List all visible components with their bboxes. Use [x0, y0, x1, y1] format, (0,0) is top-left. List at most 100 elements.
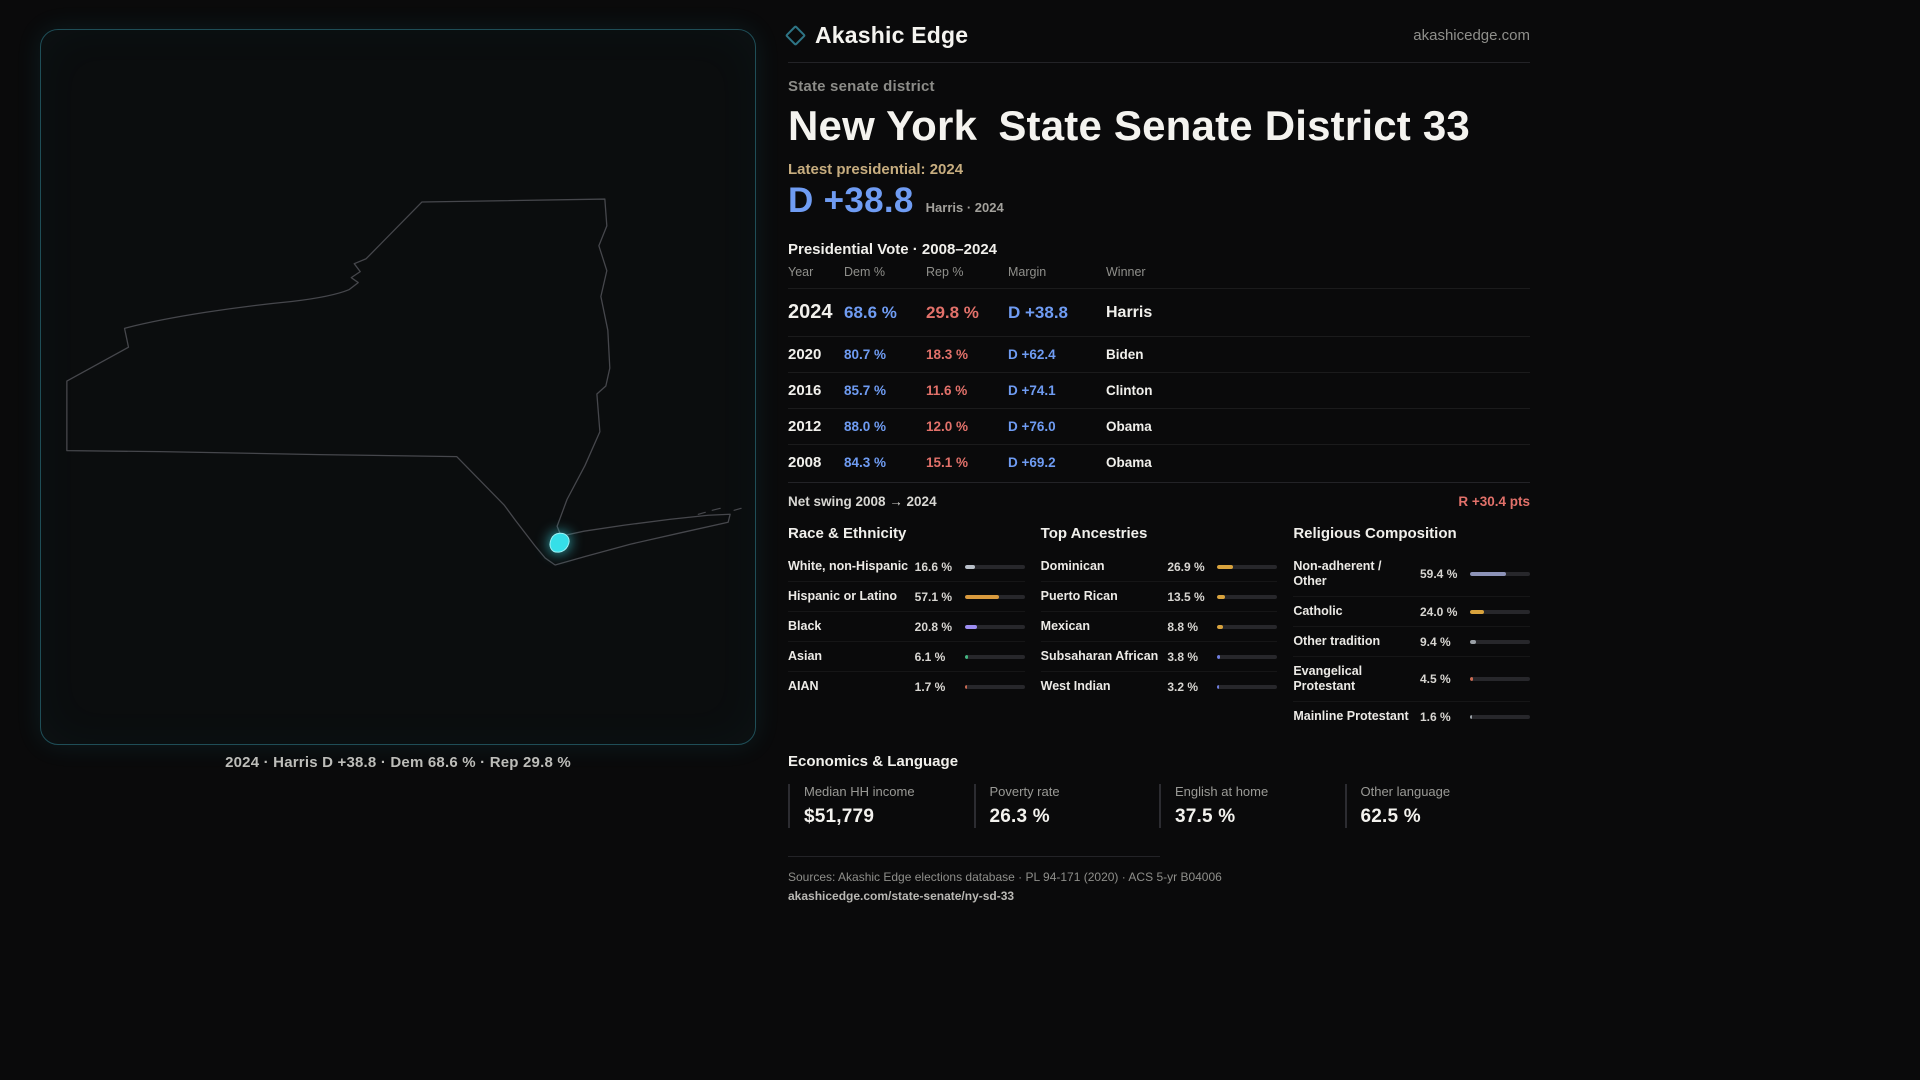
kicker: State senate district [788, 78, 935, 95]
vote-cell-dem: 84.3 % [844, 444, 926, 480]
demo-item-value: 3.2 % [1167, 679, 1199, 694]
demo-item-bar [1217, 684, 1278, 689]
vote-row: 2016 85.7 % 11.6 % D +74.1 Clinton [788, 372, 1530, 409]
page-title: New York State Senate District 33 [788, 102, 1470, 149]
vote-table-title: Presidential Vote · 2008–2024 [788, 241, 998, 258]
demo-column-title: Race & Ethnicity [788, 525, 907, 542]
vote-row: 2012 88.0 % 12.0 % D +76.0 Obama [788, 408, 1530, 445]
header: Akashic Edge akashicedge.com [784, 22, 1530, 63]
demo-column-title: Religious Composition [1293, 525, 1457, 542]
econ-stat: Poverty rate 26.3 % [973, 784, 1160, 828]
district-shape [549, 532, 570, 553]
demo-item: Mainline Protestant 1.6 % [1293, 701, 1530, 731]
demo-item-bar [964, 624, 1025, 629]
demo-item-bar-fill [964, 594, 999, 599]
district-map [66, 198, 742, 566]
demo-item-bar [964, 684, 1025, 689]
demo-item: West Indian 3.2 % [1040, 671, 1278, 701]
vote-cell-rep: 15.1 % [926, 444, 1008, 480]
demo-item: Black 20.8 % [788, 611, 1025, 641]
demo-item-value: 24.0 % [1420, 604, 1458, 619]
demo-item-bar [1470, 639, 1530, 644]
demo-item-bar [1470, 677, 1530, 681]
econ-stat-value: 26.3 % [989, 806, 1050, 827]
demo-item-bar [1470, 572, 1530, 576]
vote-cell-margin: D +74.1 [1008, 372, 1106, 409]
vote-cell-dem: 68.6 % [844, 288, 926, 337]
headline-margin: D +38.8 [788, 181, 914, 220]
demo-item-label: Puerto Rican [1040, 589, 1118, 603]
econ-stat-label: English at home [1175, 784, 1269, 799]
demo-item-bar [1470, 609, 1530, 614]
vote-col-header: Year [788, 265, 814, 279]
footer-divider [788, 856, 1160, 857]
vote-cell-margin: D +76.0 [1008, 408, 1106, 445]
demo-item-value: 4.5 % [1420, 672, 1451, 686]
demo-item-label: West Indian [1040, 679, 1111, 693]
sources-text: Sources: Akashic Edge elections database… [788, 870, 1222, 884]
vote-cell-year: 2016 [788, 372, 844, 409]
demo-item-bar [1217, 624, 1278, 629]
net-swing-label: Net swing 2008 → 2024 [788, 494, 937, 509]
vote-table-head-row: Year Dem % Rep % Margin Winner [788, 265, 1530, 289]
vote-table-head: Year Dem % Rep % Margin Winner [788, 265, 1530, 289]
demo-item: Subsaharan African 3.8 % [1040, 641, 1278, 671]
demo-item-label: Catholic [1293, 604, 1343, 618]
econ-stat-label: Median HH income [804, 784, 915, 799]
demo-item-bar [1470, 714, 1530, 719]
demo-item-label: Black [788, 619, 822, 633]
vote-cell-rep: 12.0 % [926, 408, 1008, 445]
footer: Sources: Akashic Edge elections database… [788, 856, 1530, 903]
demo-item-label: Subsaharan African [1040, 649, 1159, 663]
demo-item: Hispanic or Latino 57.1 % [788, 581, 1025, 611]
diamond-logo-icon [784, 24, 807, 47]
demo-item-label: Mainline Protestant [1293, 709, 1409, 723]
demo-column: Religious Composition Non-adherent / Othe… [1293, 525, 1530, 731]
demo-item-value: 3.8 % [1167, 649, 1199, 664]
demo-item-value: 16.6 % [914, 559, 953, 574]
vote-row: 2008 84.3 % 15.1 % D +69.2 Obama [788, 444, 1530, 480]
vote-cell-year: 2024 [788, 288, 844, 337]
demo-item-value: 59.4 % [1420, 567, 1458, 581]
demo-item: Mexican 8.8 % [1040, 611, 1278, 641]
demo-item: Evangelical Protestant 4.5 % [1293, 656, 1530, 701]
vote-row: 2020 80.7 % 18.3 % D +62.4 Biden [788, 336, 1530, 373]
brand-domain-link[interactable]: akashicedge.com [1413, 27, 1530, 44]
vote-col-header: Dem % [844, 265, 885, 279]
vote-cell-dem: 88.0 % [844, 408, 926, 445]
state-outline [66, 198, 731, 566]
demo-item: Catholic 24.0 % [1293, 596, 1530, 626]
demo-item: Dominican 26.9 % [1041, 552, 1278, 581]
demo-item-value: 57.1 % [914, 589, 953, 604]
demo-item-value: 6.1 % [914, 649, 946, 664]
vote-cell-winner: Obama [1106, 408, 1530, 445]
econ-stat: English at home 37.5 % [1159, 784, 1345, 828]
demo-item-value: 8.8 % [1167, 619, 1199, 634]
demo-item: Asian 6.1 % [788, 641, 1025, 671]
econ-stat-value: 37.5 % [1175, 806, 1236, 827]
vote-table: Year Dem % Rep % Margin Winner 2024 68.6 % 29.… [788, 265, 1530, 480]
demo-item: Non-adherent / Other 59.4 % [1293, 552, 1530, 596]
demographics-grid: Race & Ethnicity White, non-Hispanic 16.6 … [788, 525, 1530, 731]
demo-item: Puerto Rican 13.5 % [1040, 581, 1278, 611]
demo-item-label: Mexican [1040, 619, 1090, 633]
demo-item-bar-fill [1217, 564, 1234, 569]
permalink[interactable]: akashicedge.com/state-senate/ny-sd-33 [788, 889, 1015, 903]
demo-item-bar-fill [1217, 624, 1223, 629]
district-map-panel [40, 29, 756, 745]
demo-item-bar-fill [1470, 677, 1473, 681]
econ-stat: Median HH income $51,779 [788, 784, 974, 828]
vote-cell-dem: 85.7 % [844, 372, 926, 409]
econ-stats: Median HH income $51,779 Poverty rate 26.3 … [788, 784, 1530, 828]
demo-item-bar-fill [964, 654, 969, 659]
demo-item-bar [964, 594, 1025, 599]
demo-item-bar-fill [964, 564, 975, 569]
islands-outline [697, 507, 742, 515]
demo-item-value: 1.7 % [914, 679, 946, 694]
vote-cell-year: 2008 [788, 444, 844, 480]
demo-item-label: Hispanic or Latino [788, 589, 898, 603]
demo-item-bar-fill [1217, 684, 1220, 689]
demo-item-bar-fill [1470, 609, 1485, 614]
demo-item-label: AIAN [788, 679, 819, 693]
